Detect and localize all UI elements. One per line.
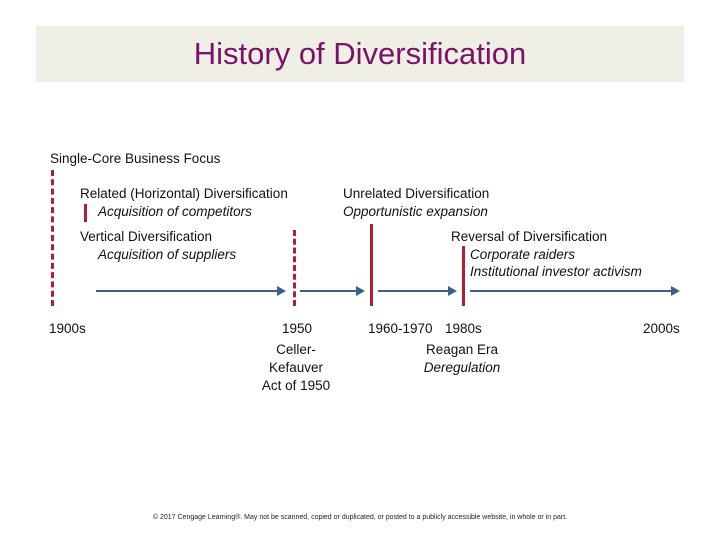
unrelated-sub-label: Opportunistic expansion bbox=[343, 204, 488, 219]
related-sub-label: Acquisition of competitors bbox=[98, 204, 252, 219]
marker-1900s-dashed bbox=[51, 170, 54, 306]
marker-related-bar bbox=[84, 204, 87, 222]
reversal-sub-label-2: Institutional investor activism bbox=[470, 264, 642, 279]
year-1950: 1950 bbox=[282, 321, 313, 336]
reversal-label: Reversal of Diversification bbox=[451, 229, 608, 244]
title-bar: History of Diversification bbox=[36, 26, 684, 82]
year-2000s: 2000s bbox=[643, 321, 680, 336]
reagan-line-1: Reagan Era bbox=[425, 342, 499, 357]
reversal-sub-label-1: Corporate raiders bbox=[470, 247, 576, 262]
celler-line-2: Kefauver bbox=[268, 360, 324, 375]
marker-1950-dashed bbox=[293, 230, 296, 306]
celler-line-1: Celler- bbox=[276, 342, 316, 357]
single-core-label: Single-Core Business Focus bbox=[50, 151, 221, 166]
timeline-arrow-3 bbox=[378, 286, 457, 296]
year-1980s: 1980s bbox=[445, 321, 482, 336]
marker-1960-bar bbox=[370, 224, 373, 306]
year-1900s: 1900s bbox=[49, 321, 86, 336]
copyright-footer: © 2017 Cengage Learning®. May not be sca… bbox=[152, 514, 568, 521]
timeline-arrow-4 bbox=[470, 286, 680, 296]
related-label: Related (Horizontal) Diversification bbox=[80, 186, 288, 201]
reagan-line-2: Deregulation bbox=[423, 360, 501, 375]
timeline-arrow-2 bbox=[300, 286, 365, 296]
vertical-sub-label: Acquisition of suppliers bbox=[98, 247, 237, 262]
year-1960-1970: 1960-1970 bbox=[368, 321, 433, 336]
marker-1980s-bar bbox=[462, 246, 465, 306]
slide-title: History of Diversification bbox=[193, 36, 527, 71]
unrelated-label: Unrelated Diversification bbox=[343, 186, 490, 201]
timeline-arrow-1 bbox=[96, 286, 286, 296]
celler-line-3: Act of 1950 bbox=[261, 378, 331, 393]
vertical-label: Vertical Diversification bbox=[80, 229, 213, 244]
